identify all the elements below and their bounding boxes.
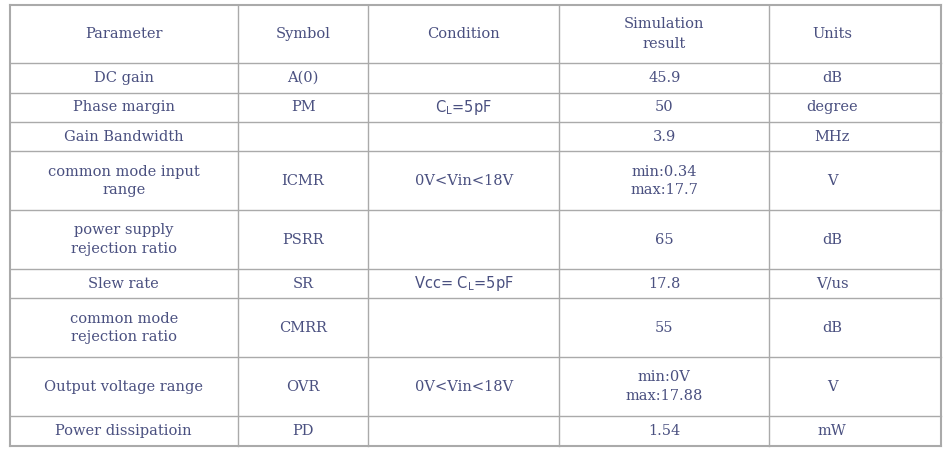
Text: 1.54: 1.54: [648, 424, 680, 438]
Text: power supply
rejection ratio: power supply rejection ratio: [70, 224, 177, 256]
Text: Condition: Condition: [428, 27, 500, 41]
Text: ICMR: ICMR: [281, 174, 324, 188]
Text: A(0): A(0): [287, 71, 319, 85]
Text: dB: dB: [822, 233, 842, 247]
Text: Slew rate: Slew rate: [88, 277, 159, 291]
Text: min:0V
max:17.88: min:0V max:17.88: [626, 370, 703, 403]
Text: Gain Bandwidth: Gain Bandwidth: [64, 130, 184, 144]
Text: V/us: V/us: [816, 277, 848, 291]
Text: min:0.34
max:17.7: min:0.34 max:17.7: [631, 165, 698, 197]
Text: mW: mW: [818, 424, 846, 438]
Text: 45.9: 45.9: [648, 71, 680, 85]
Text: 50: 50: [655, 100, 673, 114]
Text: PSRR: PSRR: [282, 233, 324, 247]
Text: Output voltage range: Output voltage range: [44, 380, 204, 394]
Text: common mode input
range: common mode input range: [48, 165, 200, 197]
Text: DC gain: DC gain: [94, 71, 154, 85]
Text: Phase margin: Phase margin: [72, 100, 175, 114]
Text: 17.8: 17.8: [648, 277, 680, 291]
Text: common mode
rejection ratio: common mode rejection ratio: [69, 312, 178, 344]
Text: Units: Units: [812, 27, 852, 41]
Text: dB: dB: [822, 321, 842, 335]
Text: SR: SR: [293, 277, 314, 291]
Text: Simulation
result: Simulation result: [624, 17, 705, 51]
Text: PM: PM: [291, 100, 316, 114]
Text: $\mathregular{C_L}$=5pF: $\mathregular{C_L}$=5pF: [436, 98, 493, 117]
Text: degree: degree: [806, 100, 858, 114]
Text: 0V<Vin<18V: 0V<Vin<18V: [415, 380, 513, 394]
Text: OVR: OVR: [286, 380, 320, 394]
Text: Vcc= $\mathregular{C_L}$=5pF: Vcc= $\mathregular{C_L}$=5pF: [414, 274, 514, 293]
Text: 0V<Vin<18V: 0V<Vin<18V: [415, 174, 513, 188]
Text: V: V: [826, 380, 837, 394]
Text: 3.9: 3.9: [652, 130, 676, 144]
Text: V: V: [826, 174, 837, 188]
Text: 55: 55: [655, 321, 673, 335]
Text: MHz: MHz: [814, 130, 849, 144]
Text: CMRR: CMRR: [280, 321, 327, 335]
Text: dB: dB: [822, 71, 842, 85]
Text: Power dissipatioin: Power dissipatioin: [55, 424, 192, 438]
Text: Parameter: Parameter: [85, 27, 163, 41]
Text: PD: PD: [292, 424, 314, 438]
Text: 65: 65: [655, 233, 673, 247]
Text: Symbol: Symbol: [276, 27, 331, 41]
